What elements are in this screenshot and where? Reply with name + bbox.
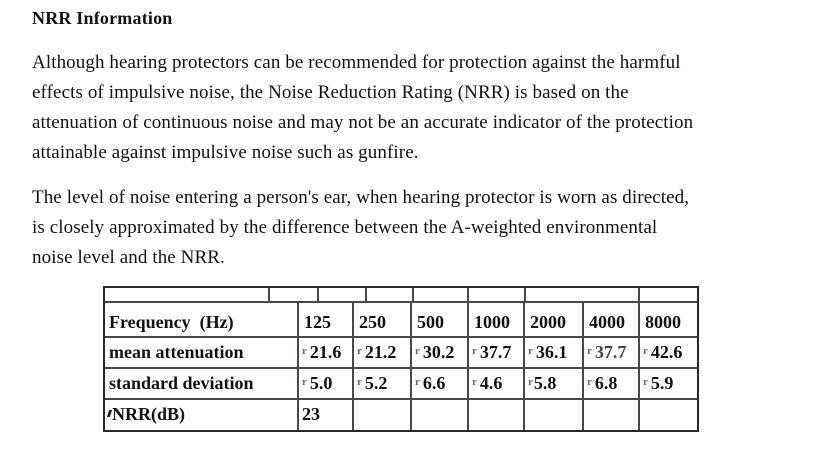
revision-marker: r <box>472 376 477 388</box>
revision-marker: r <box>472 345 477 357</box>
revision-marker: r <box>302 376 307 388</box>
std-2000: r5.8 <box>525 369 584 400</box>
std-125: r 5.0 <box>299 369 354 400</box>
std-500: r 6.6 <box>412 369 469 400</box>
empty-cell <box>270 288 319 303</box>
mean-500: r 30.2 <box>412 338 469 369</box>
freq-1000: 1000 <box>469 303 525 338</box>
std-8000: r 5.9 <box>640 369 697 400</box>
attenuation-table: Frequency (Hz) 125 250 500 1000 2000 400… <box>103 286 699 432</box>
empty-cell <box>469 288 526 303</box>
empty-cell <box>526 288 640 303</box>
paragraph-nrr-intro: Although hearing protectors can be recom… <box>32 52 694 163</box>
nrr-500 <box>412 400 469 430</box>
std-4000: r 6.8 <box>584 369 640 400</box>
nrr-8000 <box>640 400 697 430</box>
revision-marker: r <box>587 345 592 357</box>
nrr-1000 <box>469 400 525 430</box>
freq-8000: 8000 <box>640 303 697 338</box>
empty-cell <box>414 288 469 303</box>
row-label-std: standard deviation <box>105 369 299 400</box>
table-row-mean-attenuation: mean attenuation r 21.6 r 21.2 r 30.2 r 37.7… <box>105 338 697 369</box>
mean-4000: r 37.7 <box>584 338 640 369</box>
revision-marker: r <box>357 376 362 388</box>
mean-250: r 21.2 <box>354 338 412 369</box>
row-label-mean: mean attenuation <box>105 338 299 369</box>
revision-marker: r <box>528 376 533 388</box>
mean-8000: r 42.6 <box>640 338 697 369</box>
freq-250: 250 <box>354 303 412 338</box>
table-row-frequency: Frequency (Hz) 125 250 500 1000 2000 400… <box>105 303 697 338</box>
mean-125: r 21.6 <box>299 338 354 369</box>
freq-500: 500 <box>412 303 469 338</box>
std-250: r 5.2 <box>354 369 412 400</box>
nrr-2000 <box>525 400 584 430</box>
paragraph-noise-level: The level of noise entering a person's e… <box>32 187 690 268</box>
page-title: NRR Information <box>32 8 173 28</box>
nrr-250 <box>354 400 412 430</box>
revision-marker: r <box>643 376 648 388</box>
nrr-4000 <box>584 400 640 430</box>
revision-marker: r <box>302 345 307 357</box>
row-label-frequency: Frequency (Hz) <box>105 303 299 338</box>
revision-marker: r <box>357 345 362 357</box>
row-label-nrr: NRR(dB) <box>105 400 299 430</box>
empty-cell <box>640 288 697 303</box>
table-row-empty <box>105 288 697 303</box>
freq-125: 125 <box>299 303 354 338</box>
empty-cell <box>319 288 367 303</box>
nrr-125: 23 <box>299 400 354 430</box>
empty-cell <box>105 288 270 303</box>
revision-marker: r <box>587 376 592 388</box>
table-row-nrr: NRR(dB) 23 <box>105 400 697 430</box>
std-1000: r 4.6 <box>469 369 525 400</box>
table-row-standard-deviation: standard deviation r 5.0 r 5.2 r 6.6 r 4.6 r… <box>105 369 697 400</box>
empty-cell <box>367 288 414 303</box>
revision-marker: r <box>528 345 533 357</box>
mean-1000: r 37.7 <box>469 338 525 369</box>
freq-4000: 4000 <box>584 303 640 338</box>
revision-marker: r <box>415 376 420 388</box>
mean-2000: r 36.1 <box>525 338 584 369</box>
revision-marker: r <box>643 345 648 357</box>
revision-marker: r <box>415 345 420 357</box>
freq-2000: 2000 <box>525 303 584 338</box>
